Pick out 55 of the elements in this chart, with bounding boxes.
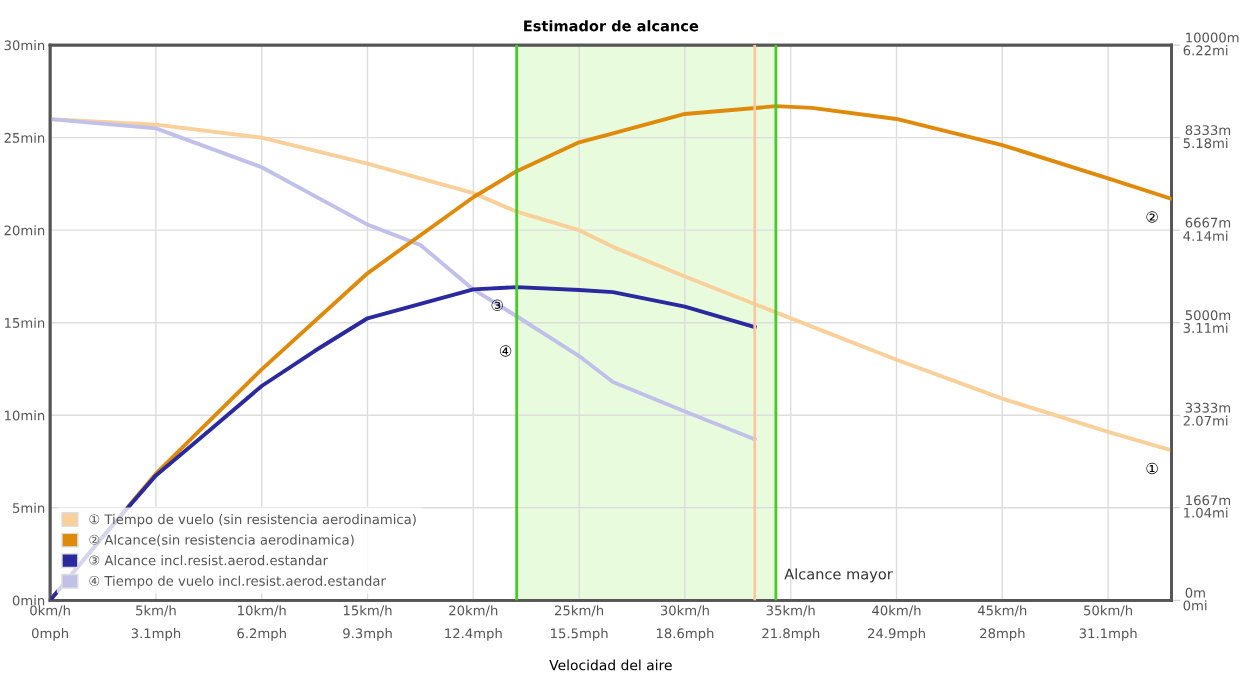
- legend-label: ④ Tiempo de vuelo incl.resist.aerod.estandar: [89, 575, 386, 589]
- x-axis-title: Velocidad del aire: [549, 659, 672, 671]
- x2-tick-label: 9.3mph: [343, 628, 392, 641]
- x-tick-label: 20km/h: [449, 605, 498, 617]
- y-tick-label: 15min: [5, 317, 45, 328]
- y2-tick-label: 3333m: [1185, 402, 1231, 413]
- x-tick-label: 45km/h: [977, 605, 1027, 617]
- annotation: ④: [499, 345, 512, 357]
- y3-tick-label: 6.22mi: [1183, 45, 1228, 56]
- x2-tick-label: 15.5mph: [551, 628, 608, 641]
- y-tick-label: 0min: [12, 595, 45, 606]
- x-tick-label: 30km/h: [660, 605, 709, 617]
- y3-tick-label: 4.14mi: [1183, 230, 1228, 241]
- x2-tick-label: 12.4mph: [445, 628, 502, 641]
- y2-tick-label: 1667m: [1186, 495, 1231, 506]
- annotation: ②: [1146, 211, 1158, 223]
- legend-label: ② Alcance(sin resistencia aerodinamica): [89, 534, 354, 547]
- x-tick-label: 0km/h: [30, 605, 70, 617]
- y-tick-label: 25min: [4, 132, 45, 143]
- x2-tick-label: 6.2mph: [237, 628, 286, 641]
- annotation: ①: [1146, 462, 1158, 475]
- y2-tick-label: 10000m: [1186, 32, 1239, 43]
- line-series: [50, 117, 757, 442]
- x2-tick-label: 3.1mph: [131, 628, 181, 641]
- annotation: ③: [491, 299, 503, 311]
- x2-tick-label: 24.9mph: [868, 628, 925, 641]
- x-tick-label: 50km/h: [1084, 605, 1132, 617]
- y2-tick-label: 8333m: [1185, 125, 1231, 136]
- x-tick-label: 25km/h: [555, 605, 604, 617]
- y3-tick-label: 5.18mi: [1183, 137, 1228, 149]
- x2-tick-label: 0mph: [32, 628, 68, 641]
- y-tick-label: 20min: [4, 225, 45, 236]
- y3-tick-label: 3.11mi: [1183, 322, 1228, 333]
- x-tick-label: 15km/h: [343, 605, 392, 617]
- y3-tick-label: 0mi: [1183, 600, 1207, 611]
- y2-tick-label: 0m: [1185, 587, 1205, 598]
- x-tick-label: 35km/h: [766, 605, 815, 617]
- legend-label: ③ Alcance incl.resist.aerod.estandar: [89, 555, 329, 566]
- y2-tick-label: 5000m: [1185, 310, 1231, 321]
- x2-tick-label: 21.8mph: [762, 628, 820, 641]
- x-tick-label: 40km/h: [872, 605, 921, 617]
- y2-tick-label: 6667m: [1185, 217, 1231, 228]
- ref-line-label: Alcance mayor: [784, 568, 893, 583]
- x-tick-label: 5km/h: [136, 605, 176, 617]
- y3-tick-label: 2.07mi: [1183, 415, 1228, 426]
- y-tick-label: 30min: [4, 40, 45, 51]
- x2-tick-label: 18.6mph: [656, 628, 714, 641]
- chart-title: Estimador de alcance: [524, 20, 699, 32]
- legend-label: ① Tiempo de vuelo (sin resistencia aerodinamica): [89, 514, 416, 527]
- x-tick-label: 10km/h: [238, 605, 286, 617]
- y3-tick-label: 1.04mi: [1184, 507, 1228, 518]
- x2-tick-label: 28mph: [980, 628, 1025, 641]
- y-tick-label: 5min: [13, 502, 45, 513]
- x2-tick-label: 31.1mph: [1079, 628, 1137, 641]
- y-tick-label: 10min: [5, 410, 45, 421]
